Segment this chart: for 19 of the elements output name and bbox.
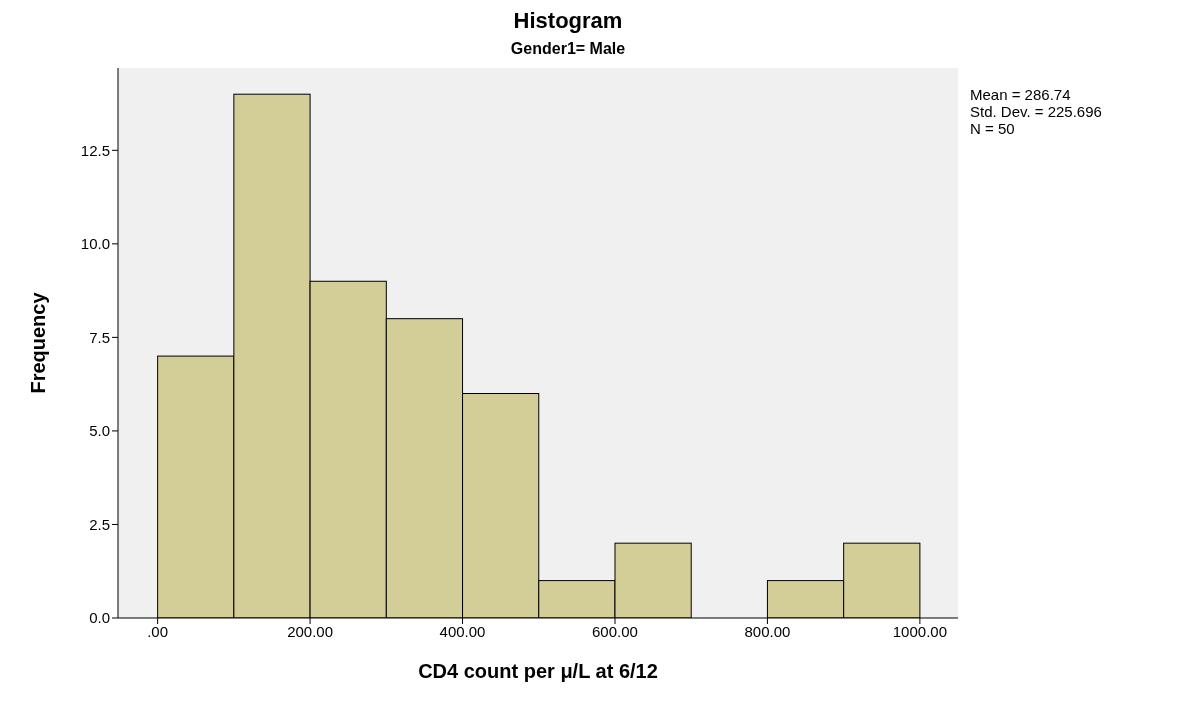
y-tick-label: 0.0 bbox=[89, 609, 110, 627]
chart-subtitle: Gender1= Male bbox=[509, 40, 627, 58]
y-tick-label: 2.5 bbox=[89, 515, 110, 533]
y-tick-label: 7.5 bbox=[89, 328, 110, 346]
y-axis-title: Frequency bbox=[27, 291, 50, 394]
text: N = 50 bbox=[970, 120, 1016, 137]
y-tick-label: 10.0 bbox=[80, 235, 110, 253]
x-tick-label: 800.00 bbox=[744, 622, 791, 640]
x-tick-label: 600.00 bbox=[592, 622, 638, 640]
chart-title: Histogram bbox=[512, 8, 624, 34]
x-tick-label: .00 bbox=[147, 622, 169, 640]
x-axis-title: CD4 count per μ/L at 6/12 bbox=[418, 660, 658, 682]
x-tick-label: 200.00 bbox=[287, 622, 334, 640]
text: Std. Dev. = 225.696 bbox=[970, 103, 1102, 120]
y-tick-label: 12.5 bbox=[80, 141, 110, 159]
x-tick-label: 400.00 bbox=[439, 622, 486, 640]
x-tick-label: 1000.00 bbox=[892, 622, 947, 640]
text: Mean = 286.74 bbox=[970, 86, 1072, 103]
y-tick-label: 5.0 bbox=[89, 422, 110, 440]
